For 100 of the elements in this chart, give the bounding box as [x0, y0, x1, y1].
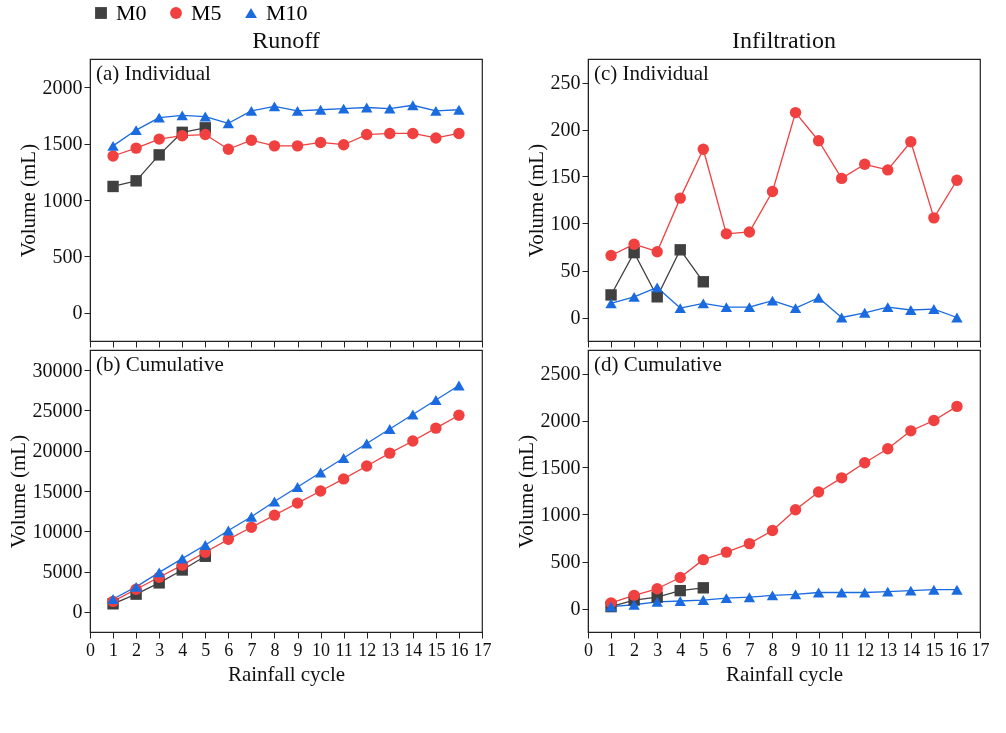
point — [430, 395, 442, 405]
x-tick-label: 8 — [768, 639, 778, 660]
point — [430, 132, 442, 144]
y-tick-label: 30000 — [32, 358, 83, 381]
point — [743, 226, 756, 238]
point — [291, 105, 304, 116]
point — [766, 185, 779, 198]
point — [107, 180, 119, 193]
x-axis-title: Rainfall cycle — [725, 661, 844, 686]
x-tick-label: 5 — [201, 639, 211, 660]
point — [859, 307, 871, 318]
point — [361, 102, 373, 113]
x-tick-label: 3 — [155, 639, 165, 660]
point — [674, 244, 686, 256]
x-tick-label: 4 — [676, 639, 686, 660]
point — [430, 422, 442, 434]
point — [268, 140, 281, 152]
point — [407, 127, 419, 140]
y-axis-title: Volume (mL) — [15, 143, 40, 258]
point — [130, 142, 142, 154]
point — [199, 540, 211, 550]
point — [812, 135, 825, 147]
point — [130, 125, 142, 135]
chart-title: Infiltration — [732, 27, 836, 53]
point — [697, 582, 709, 594]
x-tick-label: 15 — [925, 639, 944, 660]
point — [291, 140, 304, 152]
x-tick-label: 11 — [833, 639, 851, 660]
x-tick-label: 12 — [358, 639, 377, 660]
point — [905, 425, 917, 437]
point — [245, 134, 258, 146]
point — [697, 298, 709, 309]
x-tick-label: 2 — [630, 639, 640, 660]
point — [789, 303, 802, 314]
annotation: (d) Cumulative — [594, 352, 722, 376]
point — [928, 584, 940, 595]
x-tick-label: 14 — [404, 639, 423, 660]
point — [789, 106, 802, 119]
x-tick-label: 13 — [879, 639, 898, 660]
y-tick-label: 2000 — [540, 409, 581, 431]
y-tick-label: 50 — [560, 259, 581, 281]
point — [628, 291, 640, 302]
point — [199, 128, 211, 141]
point — [766, 295, 779, 306]
point — [107, 140, 119, 151]
point — [651, 246, 663, 258]
point — [337, 139, 350, 151]
x-tick-label: 17 — [971, 639, 990, 660]
point — [789, 504, 802, 516]
point — [720, 593, 733, 604]
point — [222, 143, 235, 155]
point — [951, 400, 963, 413]
point — [743, 537, 756, 550]
chart-title: Runoff — [252, 27, 320, 53]
point — [859, 457, 871, 469]
x-tick-label: 6 — [722, 639, 732, 660]
point — [453, 409, 465, 421]
point — [743, 302, 756, 313]
point — [882, 164, 894, 176]
x-tick-label: 16 — [450, 639, 469, 660]
point — [720, 302, 733, 313]
point — [651, 291, 663, 303]
y-tick-label: 1500 — [540, 456, 581, 478]
point — [651, 583, 663, 595]
point — [882, 443, 894, 455]
point — [407, 100, 419, 111]
point — [337, 453, 350, 463]
point — [153, 149, 165, 161]
point — [384, 103, 396, 114]
point — [314, 136, 327, 149]
x-tick-label: 2 — [132, 639, 142, 660]
y-tick-label: 25000 — [32, 398, 83, 421]
y-tick-label: 2500 — [540, 362, 581, 384]
point — [812, 486, 825, 498]
point — [384, 424, 396, 434]
point — [107, 150, 119, 162]
y-tick-label: 1000 — [42, 188, 83, 211]
x-tick-label: 1 — [109, 639, 119, 660]
y-tick-label: 150 — [550, 165, 581, 187]
point — [222, 118, 235, 129]
point — [905, 136, 917, 148]
point — [605, 298, 617, 309]
point — [176, 130, 188, 142]
x-axis-title: Rainfall cycle — [227, 661, 346, 686]
annotation: (c) Individual — [594, 61, 710, 85]
point — [453, 104, 465, 115]
x-tick-label: 10 — [810, 639, 829, 660]
point — [651, 596, 663, 607]
point — [291, 482, 304, 492]
point — [453, 127, 465, 140]
y-tick-label: 0 — [72, 600, 83, 623]
x-tick-label: 6 — [224, 639, 234, 660]
y-tick-label: 5000 — [42, 560, 83, 583]
y-tick-label: 250 — [550, 71, 581, 93]
point — [928, 304, 940, 314]
x-tick-label: 17 — [473, 639, 492, 660]
point — [674, 192, 686, 204]
point — [835, 472, 848, 484]
point — [245, 105, 258, 116]
annotation: (b) Cumulative — [96, 352, 224, 376]
